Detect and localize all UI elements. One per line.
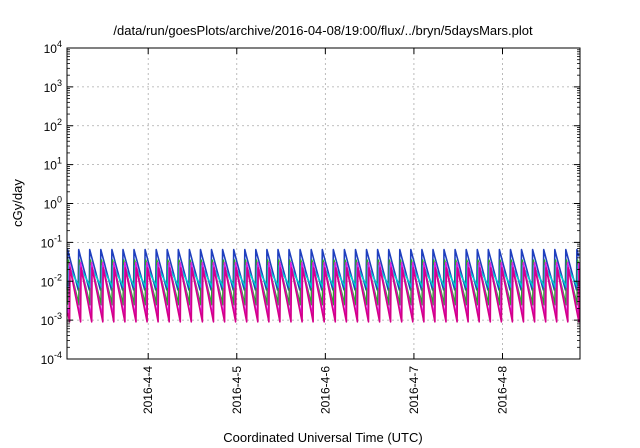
series-line [67, 267, 581, 323]
x-tick-label: 2016-4-7 [407, 366, 421, 414]
x-axis-label: Coordinated Universal Time (UTC) [223, 430, 422, 445]
y-axis: 10-4 10-3 10-2 10-1 100 101 102 103 104 [41, 39, 580, 367]
x-axis: 2016-4-4 2016-4-5 2016-4-6 2016-4-7 2016-4-8 [141, 48, 509, 414]
x-tick-label: 2016-4-5 [230, 366, 244, 414]
x-tick-label: 2016-4-8 [495, 366, 509, 414]
chart-title: /data/run/goesPlots/archive/2016-04-08/1… [113, 23, 533, 38]
y-tick-label: 10-4 [41, 350, 62, 367]
y-tick-label: 10-2 [41, 272, 62, 289]
y-tick-label: 10-1 [41, 233, 62, 250]
y-tick-label: 10-3 [41, 311, 62, 328]
y-tick-label: 101 [44, 156, 62, 173]
y-tick-label: 104 [44, 39, 62, 56]
y-tick-label: 103 [44, 78, 62, 95]
x-tick-label: 2016-4-6 [318, 366, 332, 414]
y-axis-label: cGy/day [10, 179, 25, 227]
y-tick-label: 102 [44, 117, 62, 134]
y-tick-label: 100 [44, 195, 62, 212]
x-tick-label: 2016-4-4 [141, 366, 155, 414]
series-group [67, 250, 581, 323]
